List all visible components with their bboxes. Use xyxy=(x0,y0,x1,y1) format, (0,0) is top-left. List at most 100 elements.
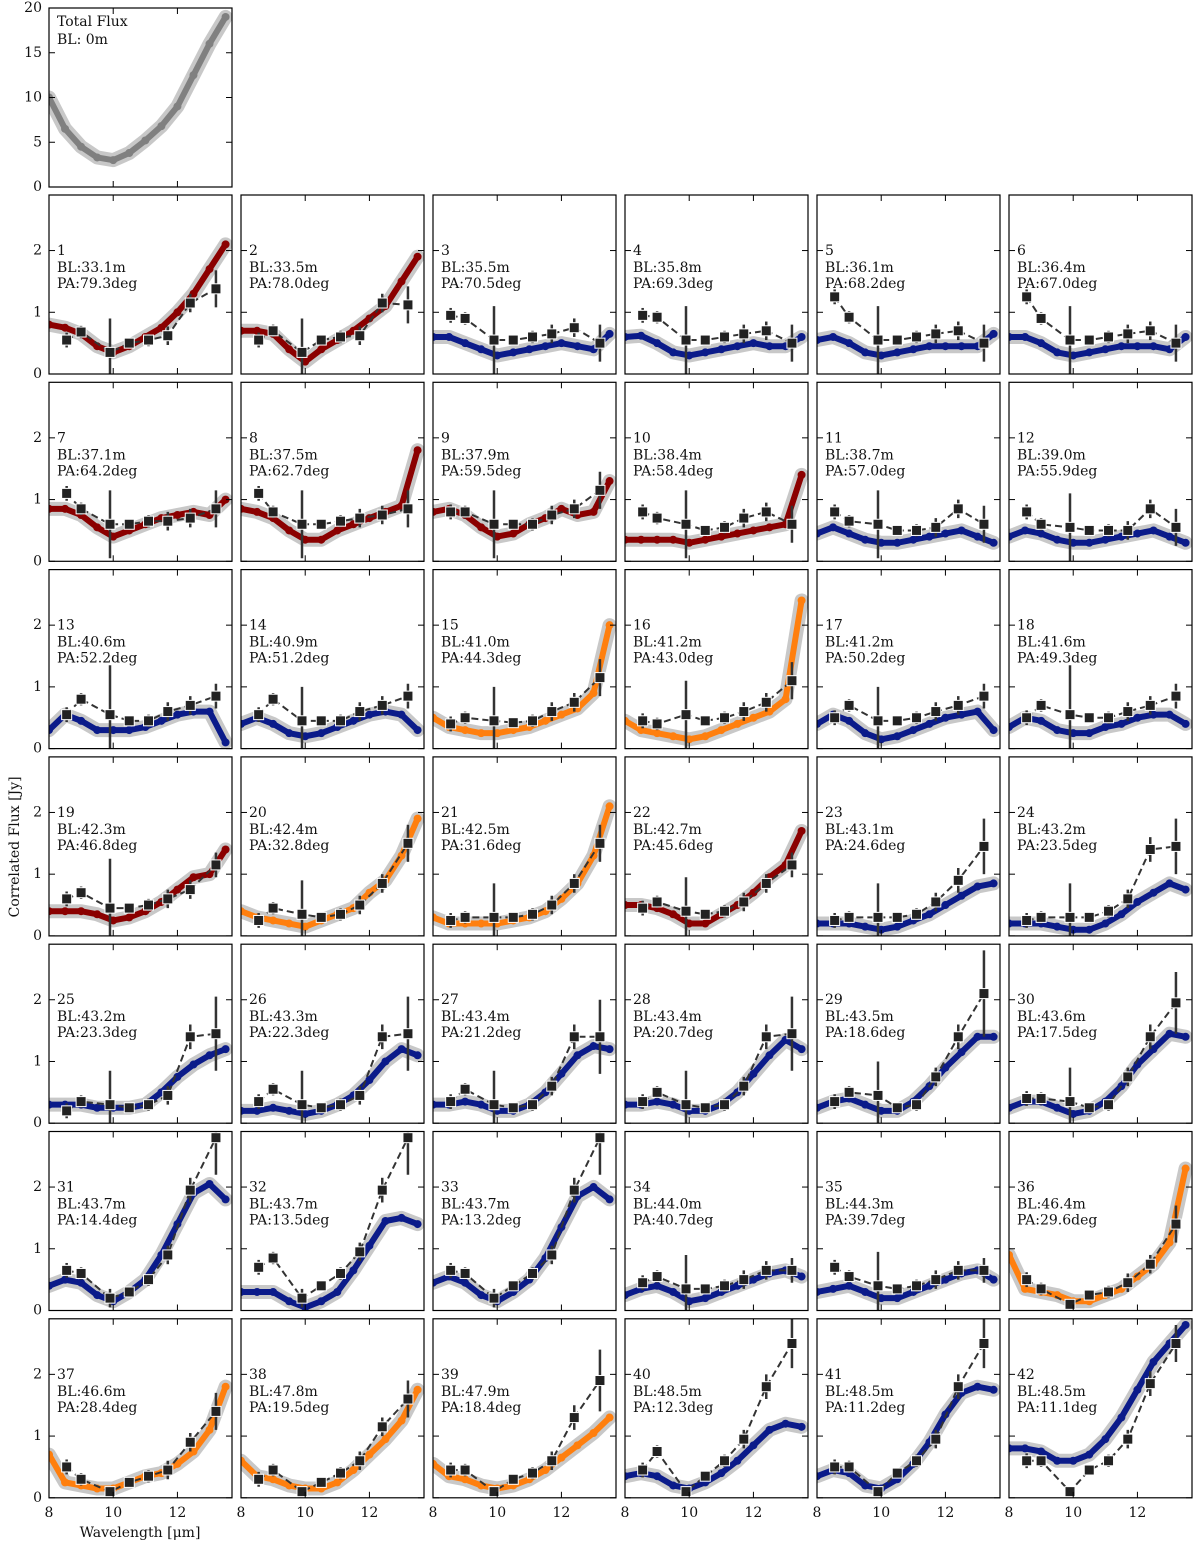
measurement xyxy=(354,330,366,342)
curve-point xyxy=(205,1179,214,1188)
position-angle-label: PA:78.0deg xyxy=(249,276,329,292)
curve-point xyxy=(317,1297,326,1306)
measurement xyxy=(738,896,750,908)
measurement xyxy=(594,672,606,684)
plot-area xyxy=(1009,818,1192,936)
measurement xyxy=(568,696,580,708)
curve-point xyxy=(413,1051,422,1060)
measurement xyxy=(527,715,539,727)
measurement xyxy=(75,693,87,705)
curve-point xyxy=(461,1475,470,1484)
measurement xyxy=(760,877,772,889)
measurement xyxy=(786,337,798,349)
baseline-label: BL:40.9m xyxy=(249,635,318,651)
curve-point xyxy=(1021,526,1030,535)
measurement xyxy=(1103,1286,1115,1298)
measurement xyxy=(930,328,942,340)
panel-label: 42 xyxy=(1017,1367,1035,1383)
baseline-label: BL:41.6m xyxy=(1017,635,1086,651)
curve-point xyxy=(861,1287,870,1296)
curve-point xyxy=(817,1472,821,1481)
axes-frame xyxy=(624,381,809,562)
measurement xyxy=(872,715,884,727)
measurement xyxy=(699,334,711,346)
measurement xyxy=(75,503,87,515)
measurement xyxy=(253,709,265,721)
curve-band xyxy=(49,492,232,544)
axes-frame xyxy=(1008,756,1193,937)
x-tick-label: 8 xyxy=(813,1505,822,1521)
baseline-label: BL:37.1m xyxy=(57,447,126,463)
measurement xyxy=(1170,690,1182,702)
curve-point xyxy=(397,1416,406,1425)
measurement xyxy=(267,1083,279,1095)
plot-area xyxy=(433,471,616,559)
measurement xyxy=(891,1467,903,1479)
measurement xyxy=(651,1086,663,1098)
measurement xyxy=(184,297,196,309)
measurement xyxy=(184,1031,196,1043)
measurement xyxy=(253,487,265,499)
curve-point xyxy=(317,345,326,354)
measurement xyxy=(829,1261,841,1273)
panel-label: 38 xyxy=(249,1367,267,1383)
x-axis-label: Wavelength [μm] xyxy=(80,1525,201,1541)
measurement xyxy=(1021,1274,1033,1286)
baseline-label: BL:37.5m xyxy=(249,447,318,463)
measurement xyxy=(61,893,73,905)
axes-frame xyxy=(48,1318,233,1499)
curve-point xyxy=(49,504,53,513)
measurement xyxy=(911,1455,923,1467)
curve-point xyxy=(1181,1320,1190,1329)
measurement xyxy=(1064,521,1076,533)
curve-point xyxy=(1085,348,1094,357)
baseline-label: BL:43.4m xyxy=(633,1009,702,1025)
y-tick-label: 2 xyxy=(33,617,42,633)
x-tick-label: 10 xyxy=(488,1505,506,1521)
baseline-label: BL:43.1m xyxy=(825,822,894,838)
measurement xyxy=(1170,337,1182,349)
measurement xyxy=(143,1274,155,1286)
measurement xyxy=(488,715,500,727)
curve-point xyxy=(925,719,934,728)
measurement xyxy=(75,1096,87,1108)
measurement xyxy=(184,884,196,896)
x-tick-label: 12 xyxy=(1129,1505,1147,1521)
measurement xyxy=(507,518,519,530)
measurement xyxy=(1122,1277,1134,1289)
measurement xyxy=(1122,328,1134,340)
y-tick-label: 0 xyxy=(33,928,42,944)
axes-frame xyxy=(1008,194,1193,375)
curve-point xyxy=(717,1469,726,1478)
measurement xyxy=(872,1486,884,1498)
position-angle-label: PA:21.2deg xyxy=(441,1025,521,1041)
measurement xyxy=(210,283,222,295)
measurement xyxy=(1083,1289,1095,1301)
plot-area xyxy=(49,665,232,749)
measurement xyxy=(651,1271,663,1283)
curve-point xyxy=(285,729,294,738)
measurement xyxy=(637,309,649,321)
plot-area xyxy=(817,289,1000,374)
measurement-line xyxy=(1025,296,1177,345)
position-angle-label: PA:24.6deg xyxy=(825,838,905,854)
axes-frame xyxy=(624,568,809,750)
curve-point xyxy=(973,1382,982,1391)
measurement xyxy=(335,1267,347,1279)
panel-label: 13 xyxy=(57,618,75,634)
plot-area xyxy=(241,996,424,1124)
curve-point xyxy=(669,1100,678,1109)
curve-point xyxy=(1053,922,1062,931)
curve-point xyxy=(461,1097,470,1106)
measurement xyxy=(1083,712,1095,724)
measurement xyxy=(1021,914,1033,926)
x-tick-label: 10 xyxy=(296,1505,314,1521)
plot-area xyxy=(1009,1161,1192,1310)
curve-point xyxy=(1053,348,1062,357)
plot-area xyxy=(625,823,808,936)
curve-point xyxy=(349,1466,358,1475)
panel-label: 30 xyxy=(1017,992,1035,1008)
plot-area xyxy=(817,683,1000,749)
